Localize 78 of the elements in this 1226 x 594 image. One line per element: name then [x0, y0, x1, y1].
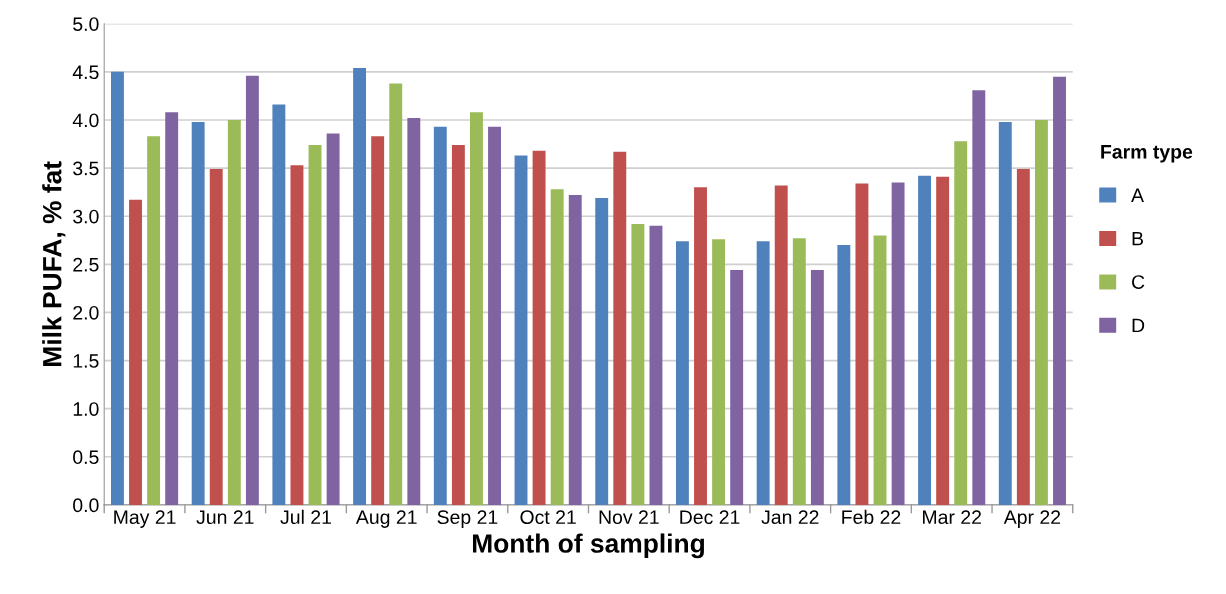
bar — [756, 241, 770, 505]
legend-label: C — [1132, 275, 1145, 289]
y-tick-label: 1.5 — [73, 354, 99, 368]
bar — [694, 187, 707, 505]
legend-label: A — [1131, 188, 1144, 202]
y-tick-label: 2.0 — [73, 305, 99, 320]
bar — [568, 195, 582, 505]
bar — [165, 112, 179, 505]
x-tick-label: Feb 22 — [842, 509, 901, 525]
legend-label: D — [1132, 318, 1145, 333]
x-tick-label: Dec 21 — [680, 510, 740, 525]
bar — [998, 121, 1012, 505]
y-tick-label: 4.0 — [72, 113, 99, 128]
bar — [110, 71, 124, 505]
bar — [972, 90, 986, 505]
y-tick-label: 5.0 — [73, 17, 99, 31]
bar — [774, 185, 788, 505]
bar — [227, 119, 241, 505]
y-axis-title: Milk PUFA, % fat — [42, 161, 66, 366]
y-tick-label: 3.0 — [73, 209, 99, 224]
bar — [245, 75, 259, 505]
bar — [451, 145, 465, 505]
x-tick-label: Mar 22 — [923, 510, 981, 525]
x-tick-label: Jun 21 — [196, 510, 254, 525]
bar — [353, 68, 367, 505]
bar — [532, 150, 546, 505]
bar — [730, 270, 744, 505]
bar — [891, 182, 905, 505]
x-tick-label: May 21 — [114, 510, 176, 528]
bar — [209, 169, 223, 505]
x-tick-label: Jan 22 — [761, 510, 819, 525]
bar — [649, 225, 663, 505]
bar — [837, 245, 851, 505]
bar — [371, 136, 385, 505]
x-tick-label: Apr 22 — [1003, 510, 1061, 528]
x-tick-label: Oct 21 — [520, 510, 576, 525]
bar — [129, 199, 142, 505]
legend-label: B — [1132, 231, 1143, 246]
y-tick-label: 0.5 — [73, 450, 99, 465]
bar — [272, 104, 286, 505]
y-tick-label: 3.5 — [73, 161, 99, 176]
bar — [810, 270, 824, 505]
y-tick-label: 4.5 — [72, 65, 99, 80]
y-tick-label: 1.0 — [73, 402, 99, 416]
y-tick-label: 0.0 — [73, 498, 99, 513]
bar — [147, 136, 161, 505]
bar — [191, 121, 205, 505]
legend-title: Farm type — [1101, 145, 1193, 163]
bar — [308, 145, 322, 505]
bar — [1034, 119, 1048, 505]
bar — [407, 118, 421, 505]
bar — [290, 165, 304, 505]
bar — [792, 238, 806, 505]
bar — [631, 223, 645, 505]
bar — [855, 183, 869, 505]
bar — [712, 239, 726, 505]
x-tick-label: Aug 21 — [355, 510, 417, 528]
bar — [1016, 169, 1030, 505]
bar — [470, 112, 483, 505]
bar — [595, 197, 609, 505]
y-tick-label: 2.5 — [73, 257, 99, 272]
bar — [613, 151, 627, 505]
bar — [936, 176, 950, 505]
bar — [675, 241, 689, 505]
bar — [433, 126, 447, 505]
x-tick-label: Jul 21 — [280, 509, 331, 525]
x-axis-title: Month of sampling — [472, 533, 704, 559]
bar — [326, 133, 340, 505]
x-tick-label: Nov 21 — [599, 510, 659, 525]
x-tick-label: Sep 21 — [437, 510, 498, 528]
bar — [918, 175, 932, 505]
bar — [954, 141, 968, 505]
bar — [1053, 76, 1066, 505]
bar — [488, 126, 501, 505]
bar — [389, 83, 403, 505]
bar — [550, 189, 564, 505]
bar — [873, 235, 887, 505]
bar — [514, 155, 528, 505]
